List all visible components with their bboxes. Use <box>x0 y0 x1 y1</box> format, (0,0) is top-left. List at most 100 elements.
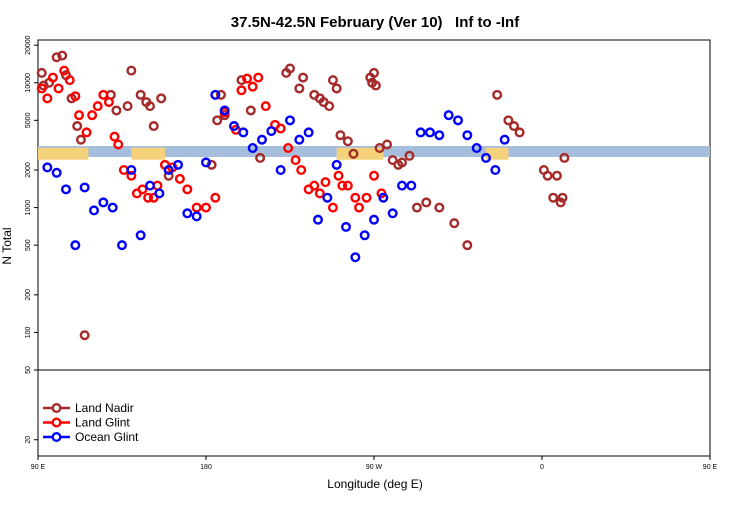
point-ocean-glint-2 <box>61 184 72 195</box>
point-land-glint-33 <box>247 81 258 92</box>
point-ocean-glint-43 <box>443 110 454 121</box>
point-land-nadir-43 <box>370 80 381 91</box>
x-tick-label-1: 180 <box>200 464 212 471</box>
point-land-nadir-52 <box>434 202 445 213</box>
point-ocean-glint-24 <box>266 126 277 137</box>
point-ocean-glint-12 <box>154 188 165 199</box>
point-land-nadir-21 <box>212 115 223 126</box>
point-land-nadir-12 <box>122 101 133 112</box>
point-ocean-glint-47 <box>481 152 492 163</box>
point-land-glint-0 <box>36 83 47 94</box>
point-land-nadir-25 <box>245 105 256 116</box>
point-land-glint-39 <box>290 155 301 166</box>
x-tick-label-4: 90 E <box>703 464 718 471</box>
y-axis-label: N Total <box>0 227 14 264</box>
point-land-glint-27 <box>200 202 211 213</box>
y-tick-label-6: 5000 <box>25 112 32 128</box>
point-land-glint-12 <box>103 97 114 108</box>
point-land-nadir-30 <box>298 72 309 83</box>
point-land-nadir-48 <box>397 157 408 168</box>
point-land-nadir-4 <box>57 50 68 61</box>
point-land-nadir-24 <box>236 75 247 86</box>
point-land-nadir-37 <box>335 130 346 141</box>
point-ocean-glint-11 <box>144 180 155 191</box>
y-tick-label-3: 500 <box>25 239 32 251</box>
point-land-glint-45 <box>327 202 338 213</box>
point-land-glint-46 <box>333 170 344 181</box>
y-tick-label-1: 100 <box>25 326 32 338</box>
point-land-glint-7 <box>74 110 85 121</box>
point-ocean-glint-38 <box>397 180 408 191</box>
point-land-nadir-0 <box>36 67 47 78</box>
point-land-glint-50 <box>354 202 365 213</box>
point-land-nadir-57 <box>509 121 520 132</box>
x-tick-label-2: 90 W <box>366 464 383 471</box>
point-ocean-glint-44 <box>453 115 464 126</box>
y-tick-label-lo-0: 20 <box>25 436 32 444</box>
legend-label-2: Ocean Glint <box>75 430 139 444</box>
point-ocean-glint-35 <box>369 214 380 225</box>
point-ocean-glint-27 <box>294 134 305 145</box>
point-ocean-glint-32 <box>341 221 352 232</box>
y-axis: 50 100 200 500 1000 2000 5000 10000 20000 20 <box>25 35 38 444</box>
point-ocean-glint-10 <box>135 230 146 241</box>
point-land-nadir-55 <box>492 89 503 100</box>
point-ocean-glint-4 <box>79 182 90 193</box>
point-land-nadir-17 <box>148 121 159 132</box>
point-land-glint-14 <box>113 139 124 150</box>
point-land-glint-18 <box>137 184 148 195</box>
point-land-glint-8 <box>81 127 92 138</box>
point-land-nadir-63 <box>555 197 566 208</box>
point-land-nadir-19 <box>163 170 174 181</box>
point-land-glint-19 <box>143 192 154 203</box>
point-ocean-glint-20 <box>228 121 239 132</box>
point-land-glint-37 <box>275 123 286 134</box>
legend-marker-2 <box>51 432 62 443</box>
point-land-glint-35 <box>260 101 271 112</box>
point-ocean-glint-46 <box>471 143 482 154</box>
point-land-glint-13 <box>109 131 120 142</box>
point-ocean-glint-21 <box>238 127 249 138</box>
point-land-nadir-3 <box>51 52 62 63</box>
point-land-nadir-36 <box>331 83 342 94</box>
point-land-nadir-39 <box>348 148 359 159</box>
point-land-nadir-38 <box>342 136 353 147</box>
point-land-nadir-61 <box>548 192 559 203</box>
point-land-nadir-42 <box>369 67 380 78</box>
point-land-nadir-13 <box>126 65 137 76</box>
point-ocean-glint-17 <box>200 157 211 168</box>
data-points <box>36 50 570 341</box>
point-land-nadir-62 <box>551 170 562 181</box>
point-land-nadir-64 <box>557 192 568 203</box>
point-ocean-glint-49 <box>499 134 510 145</box>
x-tick-label-0: 90 E <box>31 464 46 471</box>
point-land-glint-34 <box>253 72 264 83</box>
point-ocean-glint-14 <box>172 159 183 170</box>
point-ocean-glint-19 <box>219 105 230 116</box>
x-axis: 90 E 180 90 W 0 90 E <box>31 456 718 471</box>
point-ocean-glint-33 <box>350 252 361 263</box>
point-land-nadir-51 <box>421 197 432 208</box>
legend-label-0: Land Nadir <box>75 401 134 415</box>
point-land-nadir-16 <box>144 101 155 112</box>
point-ocean-glint-3 <box>70 240 81 251</box>
point-land-nadir-65 <box>559 152 570 163</box>
point-land-nadir-46 <box>387 155 398 166</box>
point-land-glint-10 <box>92 101 103 112</box>
point-land-glint-32 <box>242 73 253 84</box>
band-segment-0 <box>38 147 89 160</box>
point-land-glint-3 <box>53 83 64 94</box>
band-segment-2 <box>336 147 384 160</box>
point-land-nadir-8 <box>75 134 86 145</box>
point-land-glint-1 <box>42 93 53 104</box>
data-band-yellow-segments <box>38 147 509 160</box>
band-segment-3 <box>486 147 509 160</box>
point-land-nadir-54 <box>462 240 473 251</box>
point-land-nadir-22 <box>215 89 226 100</box>
point-land-nadir-28 <box>285 63 296 74</box>
chart-title: 37.5N-42.5N February (Ver 10) Inf to -In… <box>231 14 520 31</box>
point-ocean-glint-42 <box>434 130 445 141</box>
point-ocean-glint-23 <box>257 134 268 145</box>
